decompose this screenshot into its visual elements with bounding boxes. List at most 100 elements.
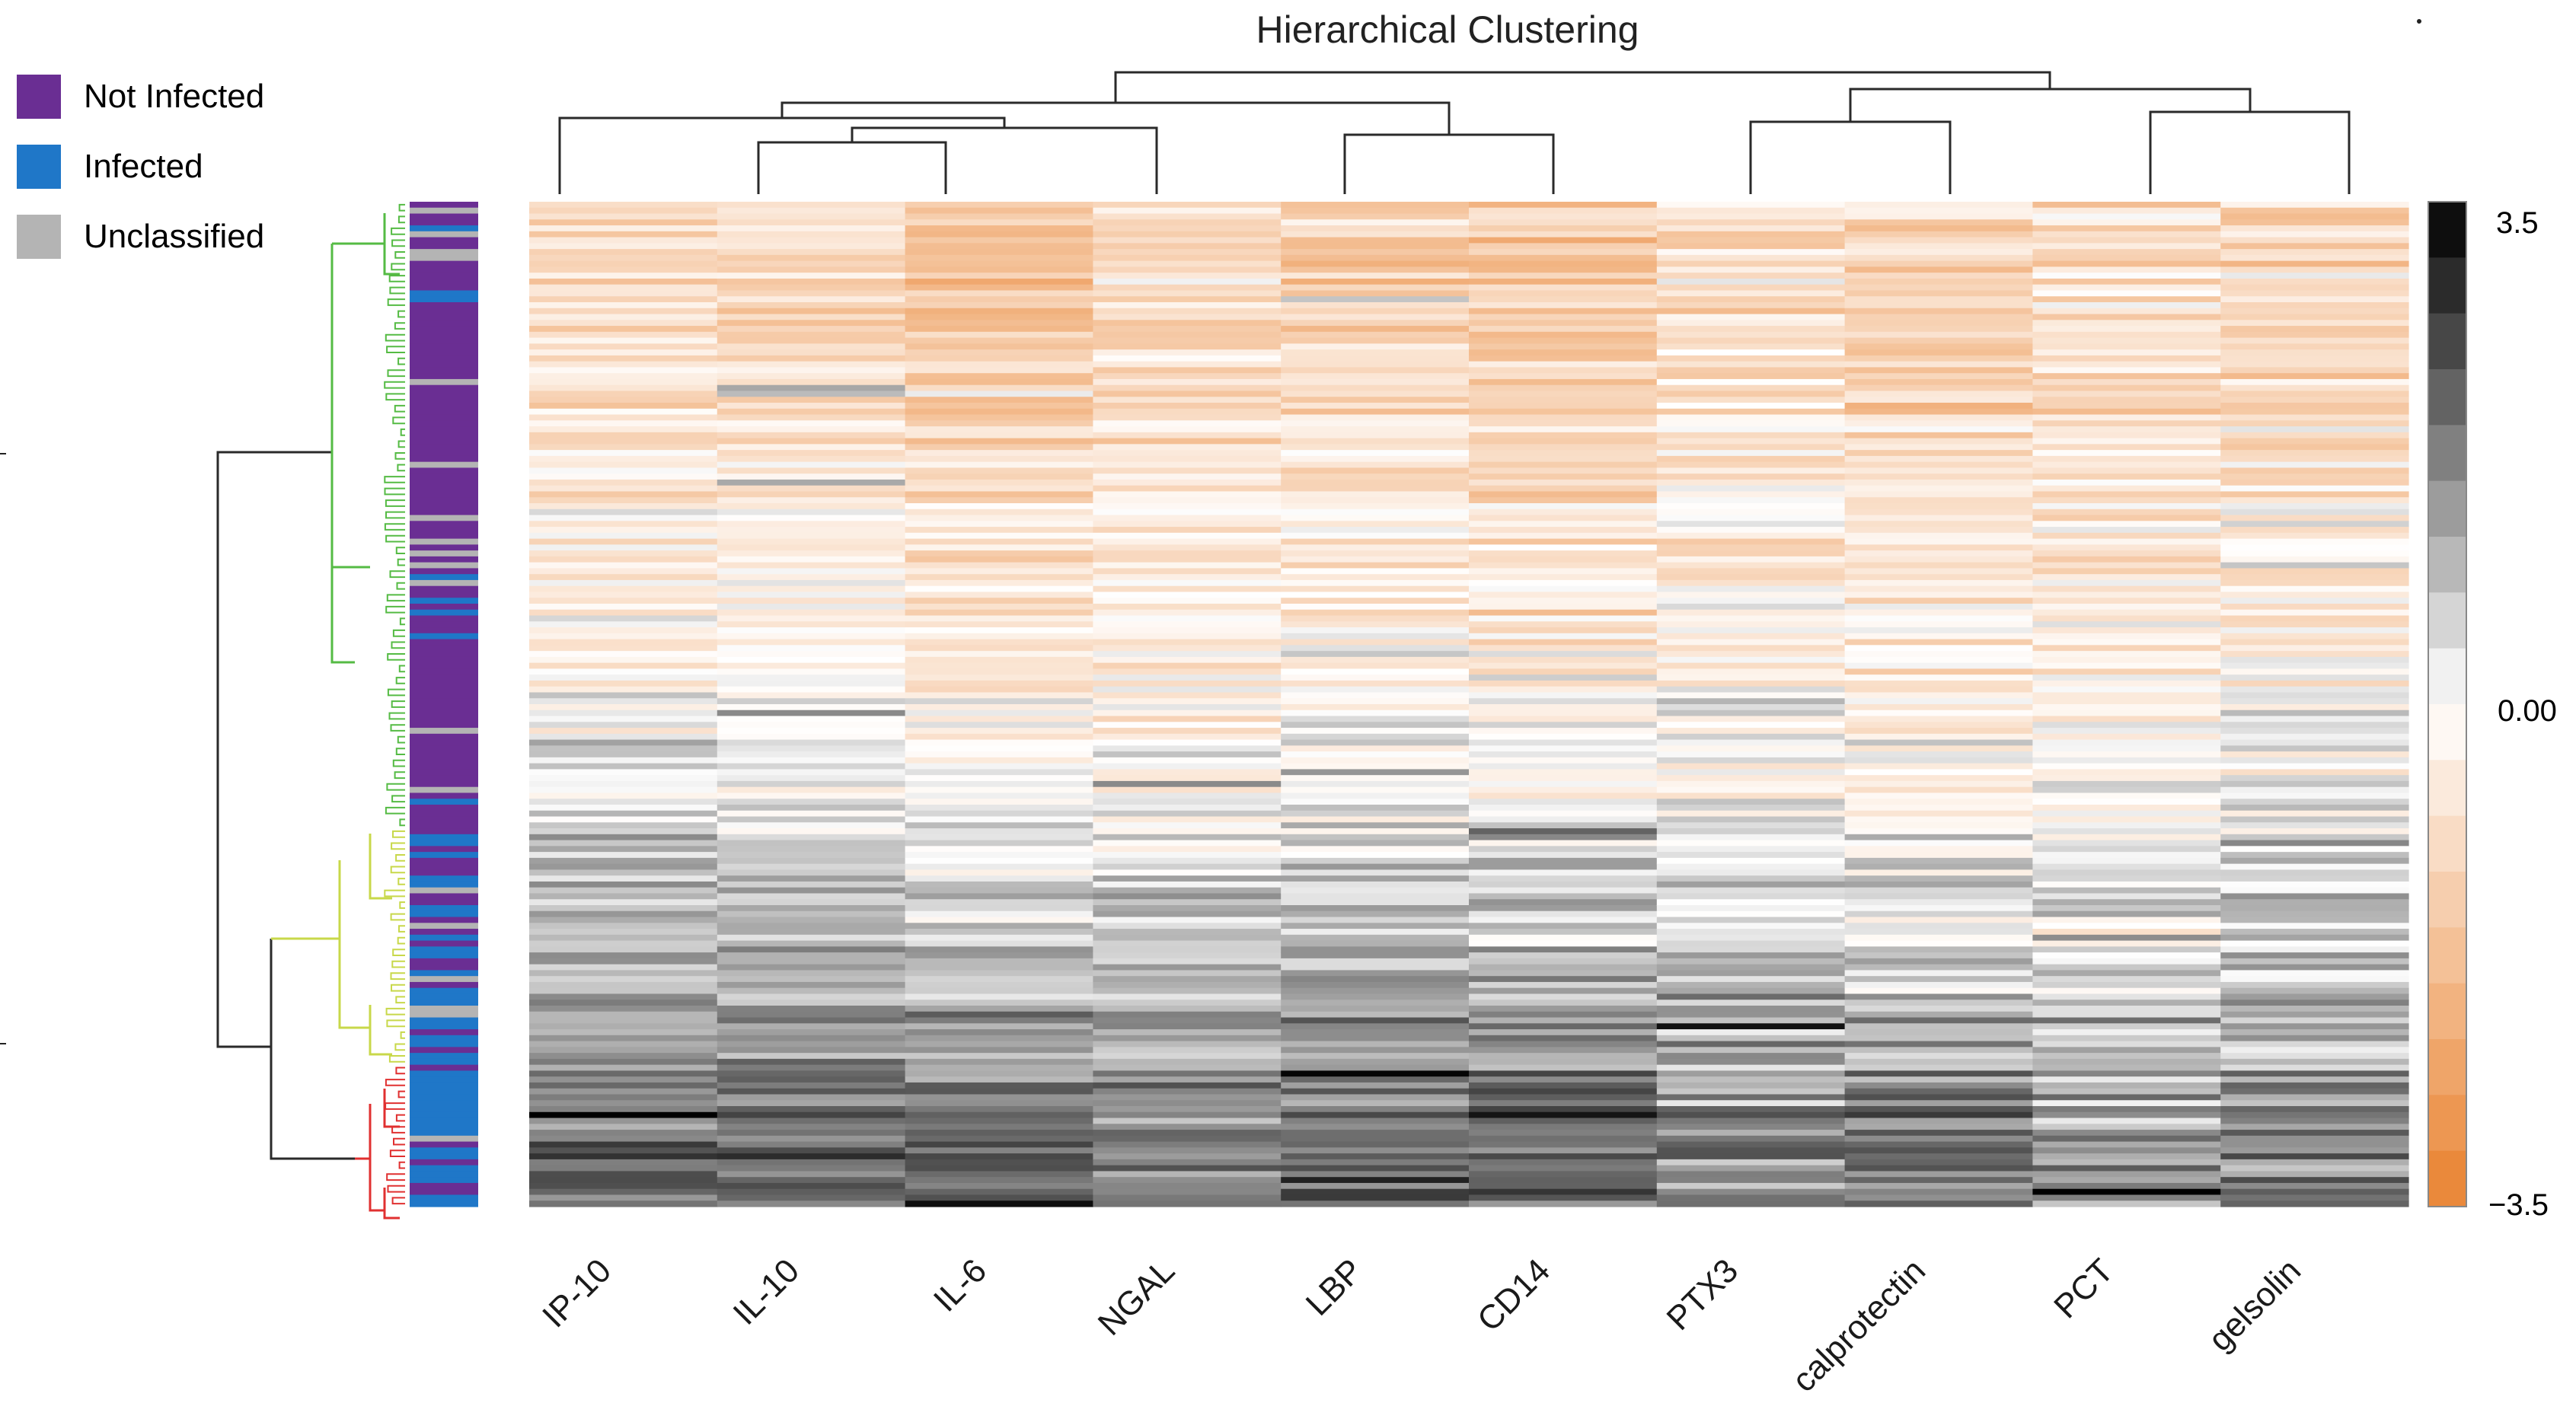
row-dendrogram-branch [397, 310, 405, 318]
heatmap-cell [905, 314, 1093, 320]
heatmap-cell [2032, 1094, 2221, 1101]
row-class-cell [410, 562, 478, 569]
row-dendrogram-branch [399, 617, 405, 626]
heatmap-cell [2220, 202, 2409, 209]
row-class-cell [410, 213, 478, 220]
heatmap-cell [1469, 751, 1658, 758]
row-dendrogram-branch [386, 783, 405, 791]
heatmap-cell [1656, 579, 1846, 587]
heatmap-cell [2032, 1106, 2221, 1113]
row-dendrogram-branch [398, 665, 405, 673]
heatmap-cell [1093, 273, 1282, 279]
heatmap-cell [717, 863, 906, 871]
row-class-cell [410, 384, 478, 392]
heatmap-cell [1281, 863, 1470, 871]
row-class-cell [410, 1058, 478, 1066]
heatmap-cell [1281, 934, 1470, 942]
heatmap-cell [1093, 1041, 1282, 1047]
row-class-cell [410, 810, 478, 818]
heatmap-cell [529, 384, 718, 392]
heatmap-cell [2220, 1194, 2409, 1201]
heatmap-cell [1844, 1017, 2033, 1024]
row-class-cell [410, 408, 478, 416]
heatmap-cell [1093, 739, 1282, 746]
heatmap-cell [1281, 568, 1470, 575]
heatmap-cell [1656, 899, 1846, 906]
row-dendrogram-branch [398, 203, 405, 212]
heatmap-cell [1469, 662, 1658, 670]
heatmap-cell [2220, 485, 2409, 493]
heatmap-cell [1093, 840, 1282, 847]
heatmap-cell [2032, 237, 2221, 244]
heatmap-cell [1093, 810, 1282, 818]
heatmap-cell [1281, 1177, 1470, 1184]
heatmap-cell [529, 420, 718, 427]
heatmap-cell [1093, 403, 1282, 410]
row-class-cell [410, 1041, 478, 1047]
heatmap-cell [1281, 828, 1470, 835]
heatmap-cell [2032, 296, 2221, 303]
heatmap-cell [1281, 910, 1470, 918]
heatmap-cell [2220, 709, 2409, 717]
row-class-cell [410, 556, 478, 563]
heatmap-cell [529, 1058, 718, 1066]
heatmap-cell [1093, 1088, 1282, 1095]
heatmap-cell [1281, 1130, 1470, 1137]
heatmap-cell [1656, 1100, 1846, 1107]
heatmap-cell [905, 910, 1093, 918]
heatmap-cell [905, 296, 1093, 303]
row-dendrogram-branch [386, 346, 405, 353]
heatmap-cell [905, 378, 1093, 386]
heatmap-cell [2220, 331, 2409, 339]
heatmap-cell [2220, 1064, 2409, 1072]
heatmap-cell [1844, 692, 2033, 699]
row-class-cell [410, 284, 478, 292]
heatmap-cell [1093, 249, 1282, 256]
heatmap-cell [1469, 373, 1658, 380]
heatmap-cell [1844, 633, 2033, 640]
heatmap-cell [1469, 408, 1658, 416]
heatmap-cell [1281, 780, 1470, 788]
heatmap-cell [2220, 361, 2409, 368]
heatmap-cell [1093, 474, 1282, 480]
heatmap-cell [2032, 910, 2221, 918]
heatmap-cell [1469, 219, 1658, 226]
heatmap-cell [2032, 828, 2221, 835]
heatmap-cell [1281, 686, 1470, 694]
heatmap-cell [905, 1094, 1093, 1101]
heatmap-cell [1469, 704, 1658, 711]
heatmap-cell [1844, 1147, 2033, 1154]
heatmap-cell [1281, 355, 1470, 362]
heatmap-cell [717, 243, 906, 250]
heatmap-cell [1093, 450, 1282, 457]
heatmap-cell [717, 521, 906, 528]
heatmap-cell [1844, 1006, 2033, 1012]
heatmap-cell [2032, 627, 2221, 634]
heatmap-cell [1093, 763, 1282, 770]
row-class-cell [410, 426, 478, 433]
heatmap-cell [1844, 1088, 2033, 1095]
heatmap-cell [1281, 680, 1470, 687]
heatmap-cell [1656, 686, 1846, 694]
heatmap-cell [905, 792, 1093, 799]
heatmap-cell [2032, 799, 2221, 805]
heatmap-cell [529, 461, 718, 469]
heatmap-cell [1656, 361, 1846, 368]
heatmap-cell [717, 378, 906, 386]
heatmap-cell [717, 822, 906, 829]
heatmap-cell [1093, 598, 1282, 604]
row-class-cell [410, 349, 478, 356]
row-class-cell [410, 757, 478, 764]
heatmap-cell [905, 869, 1093, 876]
heatmap-cell [529, 397, 718, 403]
heatmap-cell [529, 822, 718, 829]
heatmap-cell [1093, 556, 1282, 563]
heatmap-cell [1093, 680, 1282, 687]
heatmap-cell [905, 349, 1093, 356]
heatmap-cell [1656, 397, 1846, 403]
heatmap-cell [2220, 1159, 2409, 1166]
heatmap-cell [529, 296, 718, 303]
heatmap-cell [2032, 598, 2221, 604]
heatmap-cell [1281, 1100, 1470, 1107]
heatmap-cell [1093, 432, 1282, 439]
